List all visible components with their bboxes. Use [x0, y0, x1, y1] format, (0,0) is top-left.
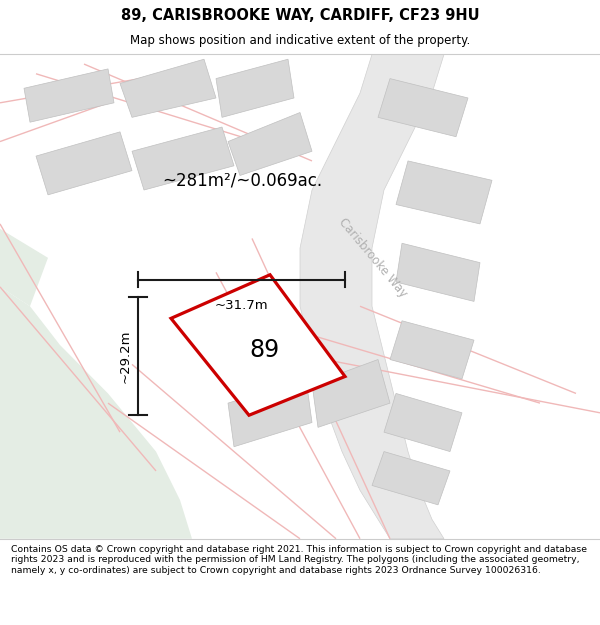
Polygon shape — [228, 112, 312, 176]
Polygon shape — [24, 69, 114, 122]
Polygon shape — [132, 127, 234, 190]
Polygon shape — [312, 359, 390, 428]
Polygon shape — [0, 229, 48, 306]
Polygon shape — [396, 161, 492, 224]
Text: ~31.7m: ~31.7m — [215, 299, 268, 312]
Text: 89: 89 — [249, 338, 279, 362]
Polygon shape — [372, 451, 450, 505]
Text: Carisbrooke Way: Carisbrooke Way — [336, 216, 410, 300]
Polygon shape — [216, 59, 294, 118]
Polygon shape — [300, 54, 444, 539]
Polygon shape — [36, 132, 132, 195]
Text: 89, CARISBROOKE WAY, CARDIFF, CF23 9HU: 89, CARISBROOKE WAY, CARDIFF, CF23 9HU — [121, 8, 479, 22]
Text: Contains OS data © Crown copyright and database right 2021. This information is : Contains OS data © Crown copyright and d… — [11, 545, 587, 574]
Polygon shape — [0, 287, 192, 539]
Polygon shape — [384, 394, 462, 451]
Text: Map shows position and indicative extent of the property.: Map shows position and indicative extent… — [130, 34, 470, 48]
Text: ~29.2m: ~29.2m — [118, 329, 131, 382]
Polygon shape — [120, 59, 216, 118]
Polygon shape — [396, 243, 480, 301]
Polygon shape — [390, 321, 474, 379]
Polygon shape — [171, 275, 345, 415]
Text: ~281m²/~0.069ac.: ~281m²/~0.069ac. — [162, 171, 322, 189]
Polygon shape — [378, 79, 468, 137]
Polygon shape — [228, 379, 312, 447]
